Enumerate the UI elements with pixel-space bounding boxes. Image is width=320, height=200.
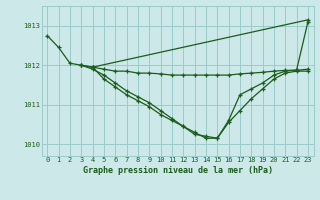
X-axis label: Graphe pression niveau de la mer (hPa): Graphe pression niveau de la mer (hPa) <box>83 166 273 175</box>
